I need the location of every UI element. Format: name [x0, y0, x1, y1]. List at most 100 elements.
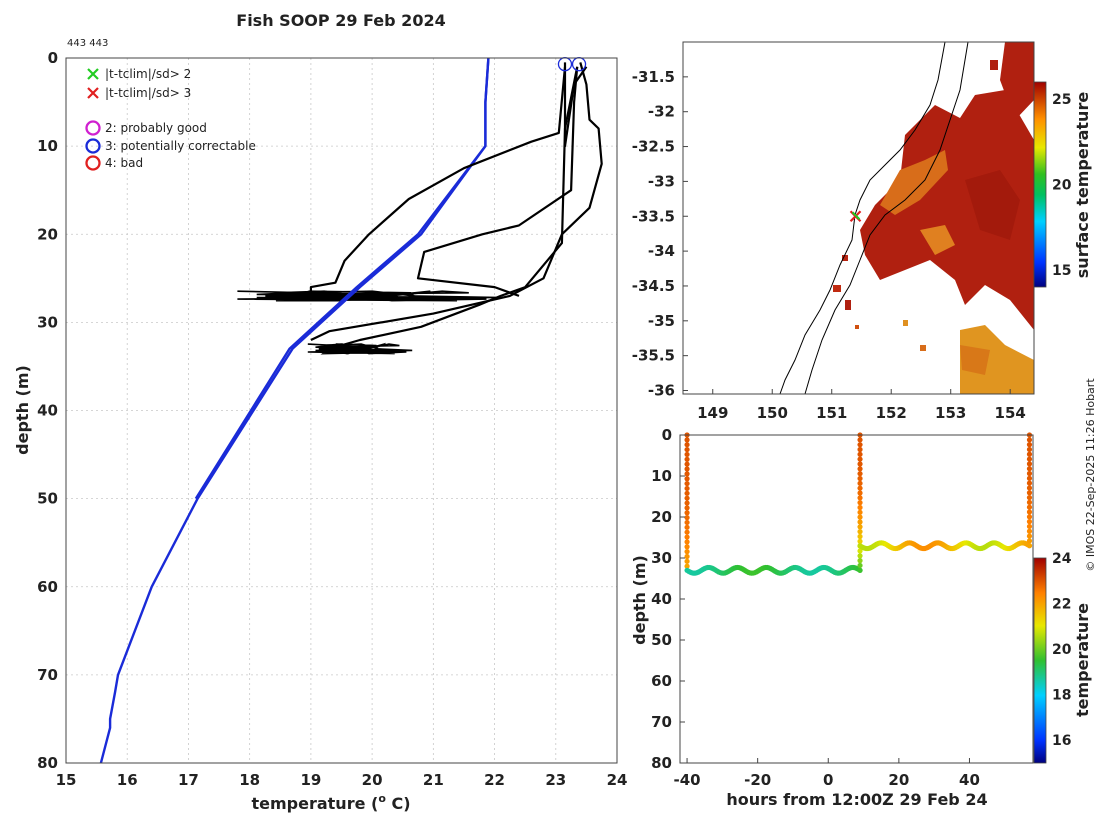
temperature-colorbar-tick-label: 22	[1052, 597, 1071, 613]
profile-point	[857, 553, 863, 559]
map-y-tick-label: -35.5	[632, 347, 675, 365]
x-axis-label: temperature (o C)	[251, 792, 410, 813]
time-x-tick-label: -20	[744, 771, 771, 789]
temperature-colorbar-tick-label: 24	[1052, 551, 1072, 567]
profile-point	[1026, 456, 1033, 462]
map-y-tick-label: -36	[648, 382, 675, 400]
map-y-tick-label: -32.5	[632, 138, 675, 156]
series-line-profile-B	[416, 66, 579, 297]
time-y-tick-label: 40	[651, 590, 672, 608]
profile-point	[684, 490, 690, 496]
map-ticks: 149 150 151 152 153 154 -31.5 -32 -32.5 -33 -33.5 -…	[632, 68, 1026, 422]
profile-point	[857, 442, 863, 448]
legend-entry: |t-tclim|/sd> 3	[105, 86, 191, 100]
time-axes-box	[679, 434, 1034, 764]
sst-colorbar-label: surface temperature	[1073, 92, 1092, 279]
profile-point	[1026, 485, 1033, 491]
map-y-tick-label: -34	[648, 242, 675, 260]
y-tick-label: 50	[37, 490, 58, 508]
profile-point	[1026, 523, 1033, 530]
series-line-profile-D	[310, 62, 603, 341]
time-y-tick-label: 0	[662, 426, 672, 444]
profile-point	[857, 471, 863, 477]
profile-point	[684, 539, 690, 545]
profile-point	[684, 476, 690, 482]
ship-track-marker	[849, 210, 862, 223]
profile-point	[1026, 543, 1033, 549]
map-x-tick-label: 150	[757, 404, 788, 422]
profile-point	[1026, 494, 1033, 501]
profile-point	[684, 553, 690, 560]
map-y-tick-label: -35	[648, 312, 675, 330]
profile-ticks: 15 16 17 18 19 20 21 22 23 24 0 10 20 30 40 50 60 70 80	[37, 49, 627, 789]
profile-point	[857, 538, 863, 544]
profile-point	[684, 558, 690, 564]
time-y-tick-label: 10	[651, 467, 672, 485]
profile-point	[857, 480, 863, 486]
profile-point	[1026, 451, 1033, 457]
sst-map-panel: 149 150 151 152 153 154 -31.5 -32 -32.5 -33 -33.5 -…	[632, 41, 1092, 422]
x-tick-label: 17	[178, 771, 199, 789]
shelf-contour	[804, 42, 969, 394]
profile-point	[1026, 466, 1033, 472]
time-y-tick-label: 20	[651, 508, 672, 526]
profile-point	[684, 544, 690, 550]
sst-pixel	[990, 60, 998, 70]
legend-circle-marker	[85, 155, 101, 171]
profile-point	[1026, 490, 1033, 496]
map-y-tick-label: -32	[648, 103, 675, 121]
undulation-bands	[237, 290, 502, 355]
profile-point	[857, 490, 863, 496]
y-tick-label: 70	[37, 666, 58, 684]
eddy-core	[965, 170, 1020, 240]
x-tick-label: 22	[484, 771, 505, 789]
x-tick-label: 24	[607, 771, 628, 789]
x-tick-label: 16	[117, 771, 138, 789]
profile-point	[857, 514, 863, 520]
y-tick-label: 20	[37, 225, 58, 243]
profile-point	[1026, 538, 1033, 544]
profile-point	[1026, 446, 1033, 453]
profile-point	[684, 529, 690, 535]
sst-pixel	[842, 255, 848, 261]
map-x-tick-label: 152	[876, 404, 907, 422]
profile-point	[684, 500, 690, 506]
profile-point	[684, 485, 690, 492]
shelf-cooler-band	[880, 150, 948, 215]
sst-colorbar	[1033, 81, 1047, 288]
profile-point	[857, 500, 863, 506]
flag-circle-code-3	[571, 57, 587, 72]
cool-filament	[920, 225, 955, 255]
profile-point	[1026, 499, 1033, 505]
profile-point	[1026, 509, 1033, 515]
legend-entry: 4: bad	[105, 156, 143, 170]
profile-point	[684, 451, 690, 458]
profile-point	[857, 495, 863, 501]
northern-warm-patch	[1000, 42, 1034, 120]
imos-watermark: © IMOS 22-Sep-2025 11:26 Hobart	[1084, 378, 1097, 572]
legend-entry: |t-tclim|/sd> 2	[105, 67, 191, 81]
time-axis-label: hours from 12:00Z 29 Feb 24	[726, 790, 987, 809]
profile-point	[857, 567, 863, 573]
temperature-colorbar-ticks: 16 18 20 22 24	[1052, 551, 1072, 749]
profile-point	[684, 442, 690, 448]
series-line-profile-E	[563, 62, 588, 148]
profile-point	[1026, 480, 1033, 486]
profile-point	[1026, 514, 1033, 520]
profile-point	[857, 504, 863, 511]
map-x-tick-label: 149	[697, 404, 728, 422]
profile-point	[857, 466, 863, 472]
sst-colorbar-tick-label: 20	[1052, 178, 1072, 194]
sst-colorbar-ticks: 15 20 25	[1052, 92, 1072, 279]
temperature-colorbar-tick-label: 20	[1052, 642, 1072, 658]
profile-point	[857, 456, 863, 462]
profile-point	[857, 461, 863, 467]
map-x-tick-label: 151	[816, 404, 847, 422]
time-x-tick-label: -40	[674, 771, 701, 789]
profile-point	[857, 562, 863, 569]
profile-point	[684, 437, 690, 443]
time-y-tick-label: 80	[651, 754, 672, 772]
map-y-tick-label: -33.5	[632, 207, 675, 225]
profile-point	[1026, 519, 1033, 525]
